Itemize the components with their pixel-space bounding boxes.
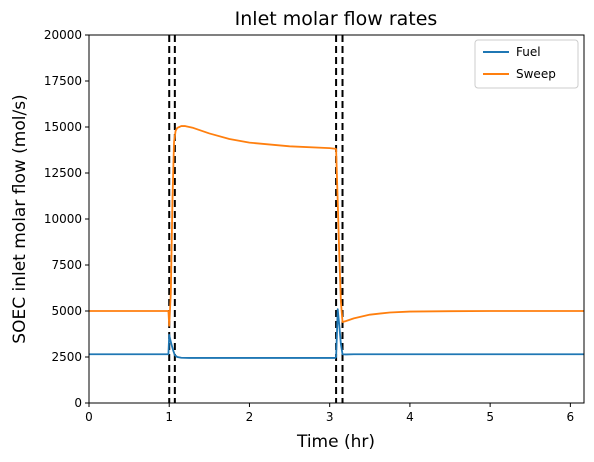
legend: Fuel Sweep (474, 39, 579, 89)
y-tick-label: 2500 (51, 350, 82, 364)
y-tick-label: 15000 (44, 120, 82, 134)
x-tick-label: 3 (326, 410, 334, 424)
x-axis: 0 1 2 3 4 5 6 (85, 403, 574, 424)
series-layer (89, 125, 584, 359)
x-tick-label: 4 (406, 410, 414, 424)
y-tick-label: 17500 (44, 74, 82, 88)
x-tick-label: 1 (165, 410, 173, 424)
y-tick-label: 12500 (44, 166, 82, 180)
x-tick-label: 2 (246, 410, 254, 424)
y-tick-label: 20000 (44, 28, 82, 42)
y-axis: 0 2500 5000 7500 10000 12500 15000 17500 20000 (44, 28, 89, 410)
event-markers (168, 35, 344, 403)
series-line-sweep (89, 125, 584, 327)
y-tick-label: 10000 (44, 212, 82, 226)
x-tick-label: 5 (486, 410, 494, 424)
y-tick-label: 5000 (51, 304, 82, 318)
chart-title: Inlet molar flow rates (235, 8, 438, 30)
x-tick-label: 0 (85, 410, 93, 424)
legend-label-sweep: Sweep (516, 67, 556, 81)
y-tick-label: 7500 (51, 258, 82, 272)
series-line-fuel (89, 308, 584, 359)
x-tick-label: 6 (567, 410, 575, 424)
legend-label-fuel: Fuel (516, 45, 541, 59)
y-axis-label: SOEC inlet molar flow (mol/s) (10, 94, 30, 343)
y-tick-label: 0 (74, 396, 82, 410)
x-axis-label: Time (hr) (296, 432, 375, 452)
